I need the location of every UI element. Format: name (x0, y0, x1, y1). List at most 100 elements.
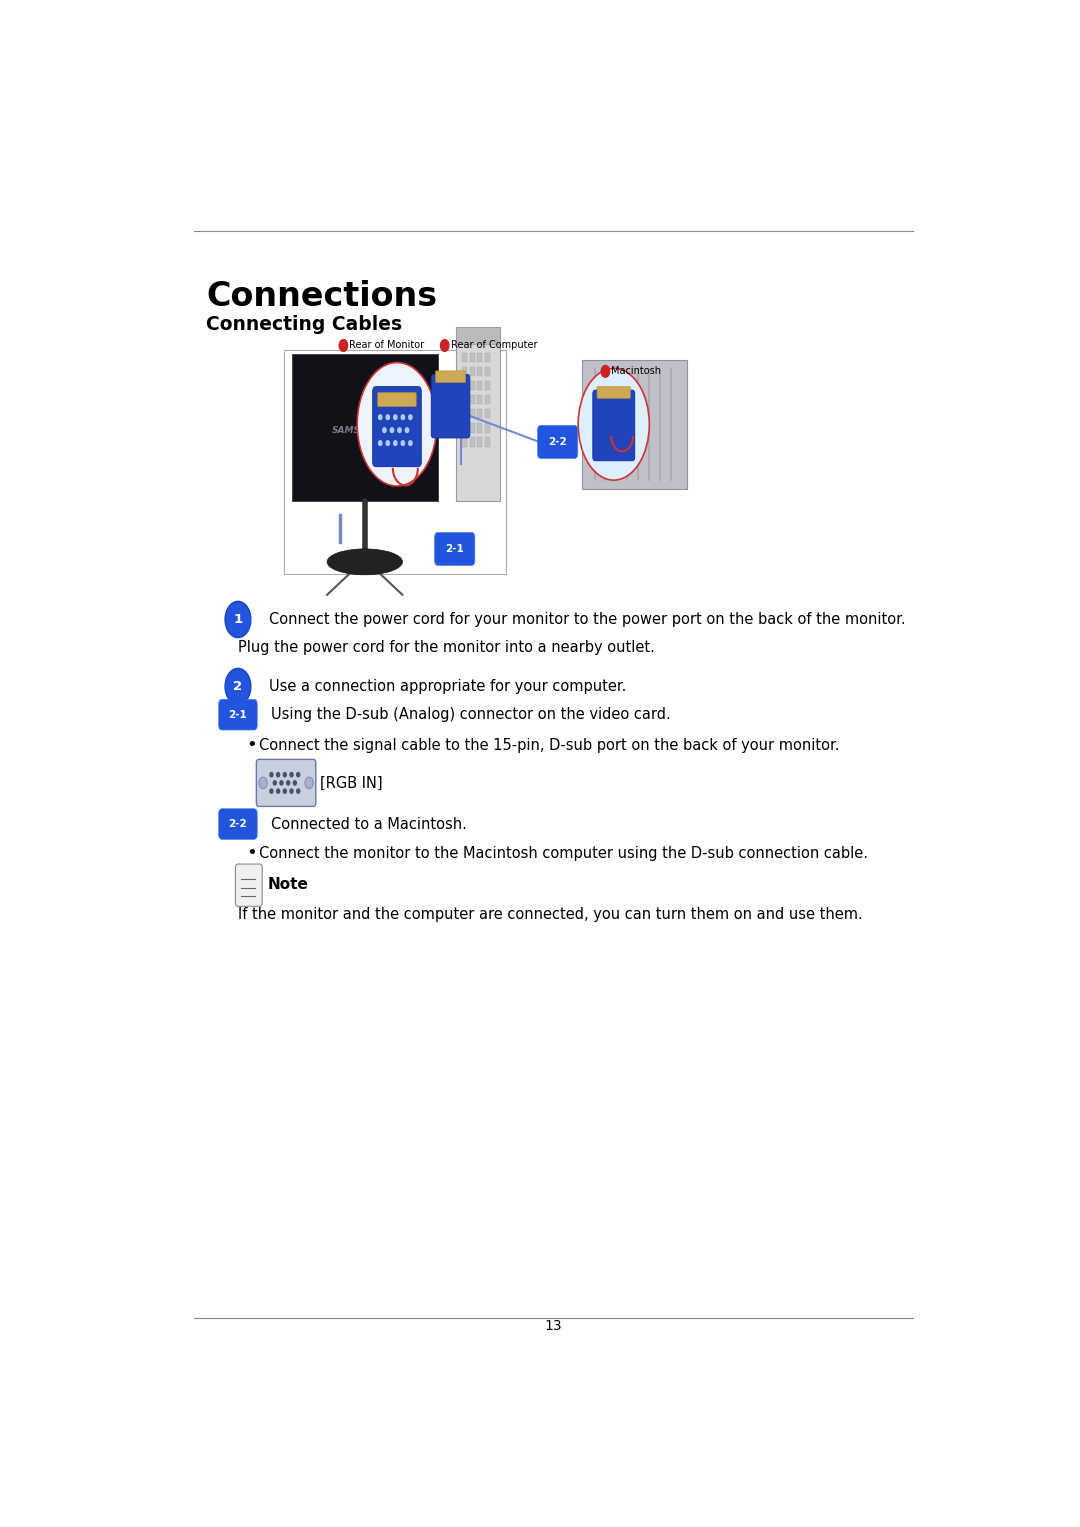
FancyBboxPatch shape (470, 395, 475, 405)
FancyBboxPatch shape (470, 437, 475, 446)
FancyBboxPatch shape (538, 426, 578, 458)
FancyBboxPatch shape (582, 360, 687, 489)
FancyBboxPatch shape (470, 366, 475, 376)
Circle shape (401, 441, 405, 446)
Circle shape (379, 415, 382, 420)
FancyBboxPatch shape (470, 353, 475, 362)
FancyBboxPatch shape (477, 437, 483, 446)
Circle shape (225, 602, 251, 638)
FancyBboxPatch shape (373, 386, 421, 467)
FancyBboxPatch shape (462, 353, 468, 362)
Text: Rear of Monitor: Rear of Monitor (349, 341, 424, 351)
Circle shape (294, 780, 296, 785)
Text: Macintosh: Macintosh (611, 366, 661, 376)
FancyBboxPatch shape (477, 409, 483, 418)
Circle shape (283, 789, 286, 793)
Text: Plug the power cord for the monitor into a nearby outlet.: Plug the power cord for the monitor into… (238, 640, 654, 655)
FancyBboxPatch shape (218, 699, 257, 730)
FancyBboxPatch shape (485, 366, 490, 376)
Circle shape (226, 603, 249, 635)
Circle shape (270, 773, 273, 777)
Text: Connecting Cables: Connecting Cables (206, 315, 402, 334)
FancyBboxPatch shape (435, 371, 465, 383)
Text: [RGB IN]: [RGB IN] (320, 776, 382, 791)
FancyBboxPatch shape (462, 366, 468, 376)
FancyBboxPatch shape (485, 380, 490, 391)
FancyBboxPatch shape (235, 864, 262, 907)
Text: Connect the signal cable to the 15-pin, D-sub port on the back of your monitor.: Connect the signal cable to the 15-pin, … (259, 738, 839, 753)
Text: Connect the monitor to the Macintosh computer using the D-sub connection cable.: Connect the monitor to the Macintosh com… (259, 846, 868, 861)
Text: •: • (246, 844, 257, 863)
FancyBboxPatch shape (477, 423, 483, 432)
FancyBboxPatch shape (462, 409, 468, 418)
Circle shape (408, 415, 413, 420)
FancyBboxPatch shape (593, 391, 635, 461)
FancyBboxPatch shape (485, 409, 490, 418)
FancyBboxPatch shape (485, 437, 490, 446)
Circle shape (393, 415, 397, 420)
Text: Using the D-sub (Analog) connector on the video card.: Using the D-sub (Analog) connector on th… (271, 707, 671, 722)
Text: Connect the power cord for your monitor to the power port on the back of the mon: Connect the power cord for your monitor … (269, 612, 905, 628)
Text: 1: 1 (233, 612, 243, 626)
Text: •: • (246, 736, 257, 754)
Circle shape (226, 670, 249, 702)
FancyBboxPatch shape (477, 380, 483, 391)
Circle shape (387, 441, 390, 446)
Text: If the monitor and the computer are connected, you can turn them on and use them: If the monitor and the computer are conn… (238, 907, 863, 922)
Circle shape (280, 780, 283, 785)
Text: 2-2: 2-2 (229, 818, 247, 829)
Circle shape (390, 428, 393, 432)
Circle shape (270, 789, 273, 793)
FancyBboxPatch shape (477, 366, 483, 376)
Circle shape (379, 441, 382, 446)
FancyBboxPatch shape (485, 423, 490, 432)
FancyBboxPatch shape (470, 380, 475, 391)
Ellipse shape (357, 362, 436, 486)
Circle shape (273, 780, 276, 785)
Circle shape (283, 773, 286, 777)
Circle shape (382, 428, 387, 432)
FancyBboxPatch shape (462, 380, 468, 391)
FancyBboxPatch shape (431, 374, 470, 438)
Text: Connections: Connections (206, 279, 437, 313)
FancyBboxPatch shape (462, 395, 468, 405)
Circle shape (276, 789, 280, 793)
Circle shape (225, 669, 251, 704)
Circle shape (305, 777, 313, 789)
Circle shape (291, 773, 293, 777)
Circle shape (393, 441, 397, 446)
Circle shape (602, 365, 609, 377)
Text: Rear of Computer: Rear of Computer (450, 341, 537, 351)
Text: 2: 2 (233, 680, 243, 693)
Text: 2-1: 2-1 (229, 710, 247, 719)
FancyBboxPatch shape (597, 386, 631, 399)
Text: SAMSUNG: SAMSUNG (332, 426, 383, 435)
FancyBboxPatch shape (470, 409, 475, 418)
FancyBboxPatch shape (292, 354, 438, 501)
Circle shape (297, 789, 300, 793)
FancyBboxPatch shape (378, 392, 416, 406)
Text: 2-1: 2-1 (445, 544, 464, 554)
Text: Note: Note (267, 876, 308, 892)
FancyBboxPatch shape (218, 809, 257, 840)
Circle shape (259, 777, 267, 789)
FancyBboxPatch shape (485, 353, 490, 362)
FancyBboxPatch shape (477, 353, 483, 362)
Text: 2-2: 2-2 (549, 437, 567, 447)
Circle shape (401, 415, 405, 420)
FancyBboxPatch shape (434, 533, 475, 565)
Circle shape (291, 789, 293, 793)
Circle shape (408, 441, 413, 446)
Ellipse shape (578, 368, 649, 479)
FancyBboxPatch shape (477, 395, 483, 405)
FancyBboxPatch shape (462, 423, 468, 432)
FancyBboxPatch shape (256, 759, 315, 806)
FancyBboxPatch shape (485, 395, 490, 405)
Text: 13: 13 (544, 1319, 563, 1333)
FancyBboxPatch shape (457, 327, 500, 501)
Text: Use a connection appropriate for your computer.: Use a connection appropriate for your co… (269, 680, 626, 693)
Circle shape (397, 428, 401, 432)
FancyBboxPatch shape (462, 437, 468, 446)
Circle shape (276, 773, 280, 777)
Circle shape (441, 339, 449, 351)
